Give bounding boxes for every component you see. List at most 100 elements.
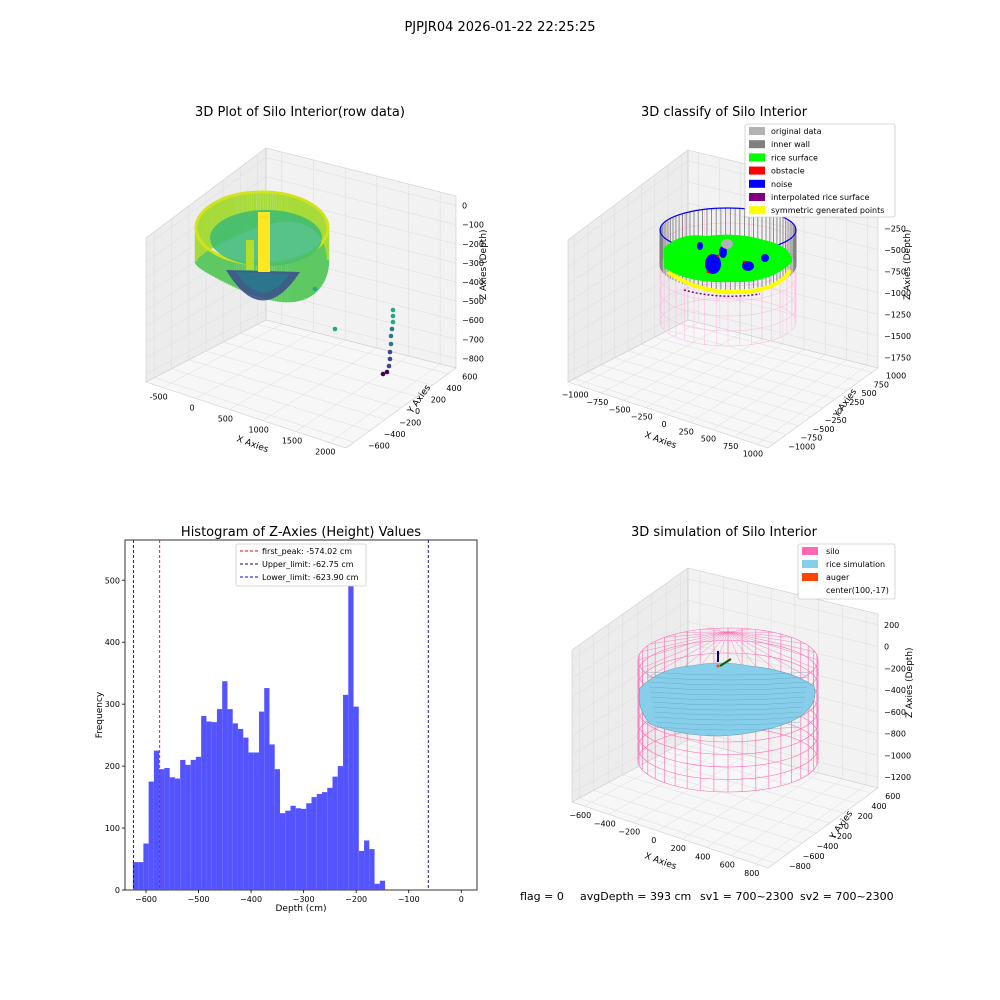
grid-line-z [265, 310, 457, 359]
raw-bottom-cone-inner [236, 272, 290, 293]
panel3-title: Histogram of Z-Axies (Height) Values [181, 525, 421, 540]
legend-label: first_peak: -574.02 cm [262, 547, 352, 556]
panel-raw-data: 3D Plot of Silo Interior(row data) -500 0… [145, 105, 489, 457]
z-tick-label: 0 [462, 202, 467, 211]
panel3-xlabel: Depth (cm) [275, 904, 326, 914]
rice-mesh-line [651, 701, 805, 706]
histogram-bar [316, 793, 323, 890]
z-tick-label: −400 [462, 278, 484, 287]
y-tick-label: −400 [816, 842, 838, 851]
panel4-xlabel: X Axies [643, 851, 678, 872]
panel3-ylabel: Frequency [95, 691, 105, 738]
histogram-bar [248, 752, 254, 890]
legend-swatch [749, 127, 765, 135]
panel3-legend: first_peak: -574.02 cm Upper_limit: -62.7… [235, 543, 367, 587]
legend-label: center(100,-17) [826, 586, 889, 595]
grid-line-z [265, 176, 457, 225]
legend-swatch [749, 140, 765, 149]
legend-label: auger [826, 573, 850, 582]
y-tick-label: −800 [789, 862, 811, 871]
y-tick-label: 500 [861, 389, 876, 398]
x-tick-label: −1000 [562, 391, 589, 400]
grid-line-y [627, 350, 824, 409]
panel4-title: 3D simulation of Silo Interior [631, 525, 818, 540]
histogram-bar [311, 797, 317, 890]
grid-line-z-wall [567, 266, 689, 338]
x-tick-label: 2000 [315, 448, 335, 457]
grid-line-y [579, 797, 775, 864]
panel2-legend: original data inner wall rice surface obsta… [744, 123, 896, 218]
panel2-title: 3D classify of Silo Interior [641, 105, 808, 120]
y-tick-label: −600 [368, 441, 390, 450]
z-tick-label: −750 [884, 267, 906, 276]
y-tick-label: 200 [431, 396, 446, 405]
legend-swatch [749, 179, 765, 188]
grid-line-z-wall [145, 291, 267, 359]
grid-line-z [687, 729, 879, 778]
x-tick-label: −250 [631, 413, 653, 422]
silo-wire-roof [641, 631, 729, 652]
noise-points [761, 254, 769, 262]
rice-mesh-line [649, 691, 807, 696]
grid-line-x [731, 778, 843, 856]
interpolated-surface [683, 289, 761, 297]
grid-line-z-wall [571, 729, 689, 793]
raw-outlier-point [312, 286, 318, 292]
x-tick-label: −400 [594, 819, 616, 828]
obstacle-points [716, 254, 720, 258]
y-tick-label: −600 [803, 852, 825, 861]
grid-line-z-wall [571, 578, 689, 660]
grid-line-y [608, 782, 803, 844]
grid-line-x [657, 760, 772, 832]
z-tick-label: −700 [462, 335, 484, 344]
histogram-bar [322, 792, 328, 890]
grid-line-z [687, 621, 879, 669]
silo-wire-roof [664, 631, 729, 638]
grid-line-y [637, 766, 830, 824]
grid-line-z-wall [567, 309, 689, 374]
x-tick-label: 1000 [248, 426, 268, 435]
silo-wire-roof [704, 628, 729, 633]
panel-histogram: Histogram of Z-Axies (Height) Values −60… [95, 525, 478, 914]
legend-swatch [749, 193, 765, 201]
x-tick-label: -500 [150, 393, 168, 402]
y-tick-label: 300 [105, 700, 120, 709]
grid-line-y [240, 333, 433, 386]
auger-center [716, 664, 720, 668]
x-tick-label: 400 [695, 852, 710, 861]
x-tick-label: 0 [189, 404, 194, 413]
histogram-bar [243, 737, 249, 890]
y-tick-label: 200 [105, 762, 120, 771]
panel-simulation: 3D simulation of Silo Interior −600−400−… [569, 525, 915, 878]
histogram-bar [180, 759, 186, 890]
z-tick-label: −800 [884, 730, 906, 739]
rice-simulation-surface [638, 662, 816, 737]
y-tick-label: 200 [858, 812, 873, 821]
x-tick-label: −200 [345, 895, 367, 904]
grid-line-y [188, 359, 386, 420]
histogram-bar [190, 759, 196, 890]
histogram-bar [132, 862, 139, 890]
z-tick-label: −800 [462, 354, 484, 363]
y-tick-label: 0 [115, 886, 120, 895]
rice-mesh-line [645, 671, 811, 676]
z-tick-label: −250 [884, 224, 906, 233]
silo-wire-roof [637, 631, 729, 661]
grid-line-y [680, 743, 872, 794]
y-tick-label: −1000 [788, 443, 815, 452]
z-tick-label: −600 [884, 708, 906, 717]
histogram-bar [327, 787, 333, 890]
panel2-zlabel: Z Axies (Depth) [903, 229, 913, 300]
x-tick-label: −100 [398, 895, 420, 904]
z-tick-label: −1200 [884, 773, 911, 782]
z-tick-label: 0 [884, 643, 889, 652]
legend-swatch [749, 153, 765, 162]
panel1-xlabel: X Axies [235, 434, 270, 455]
z-tick-label: −1000 [884, 751, 911, 760]
x-tick-label: −500 [188, 895, 210, 904]
silo-wire-roof [650, 631, 729, 645]
histogram-bar [237, 728, 244, 890]
legend-label: Upper_limit: -62.75 cm [262, 560, 354, 569]
raw-outlier-point [389, 326, 395, 332]
grid-line-z-wall [571, 600, 689, 679]
